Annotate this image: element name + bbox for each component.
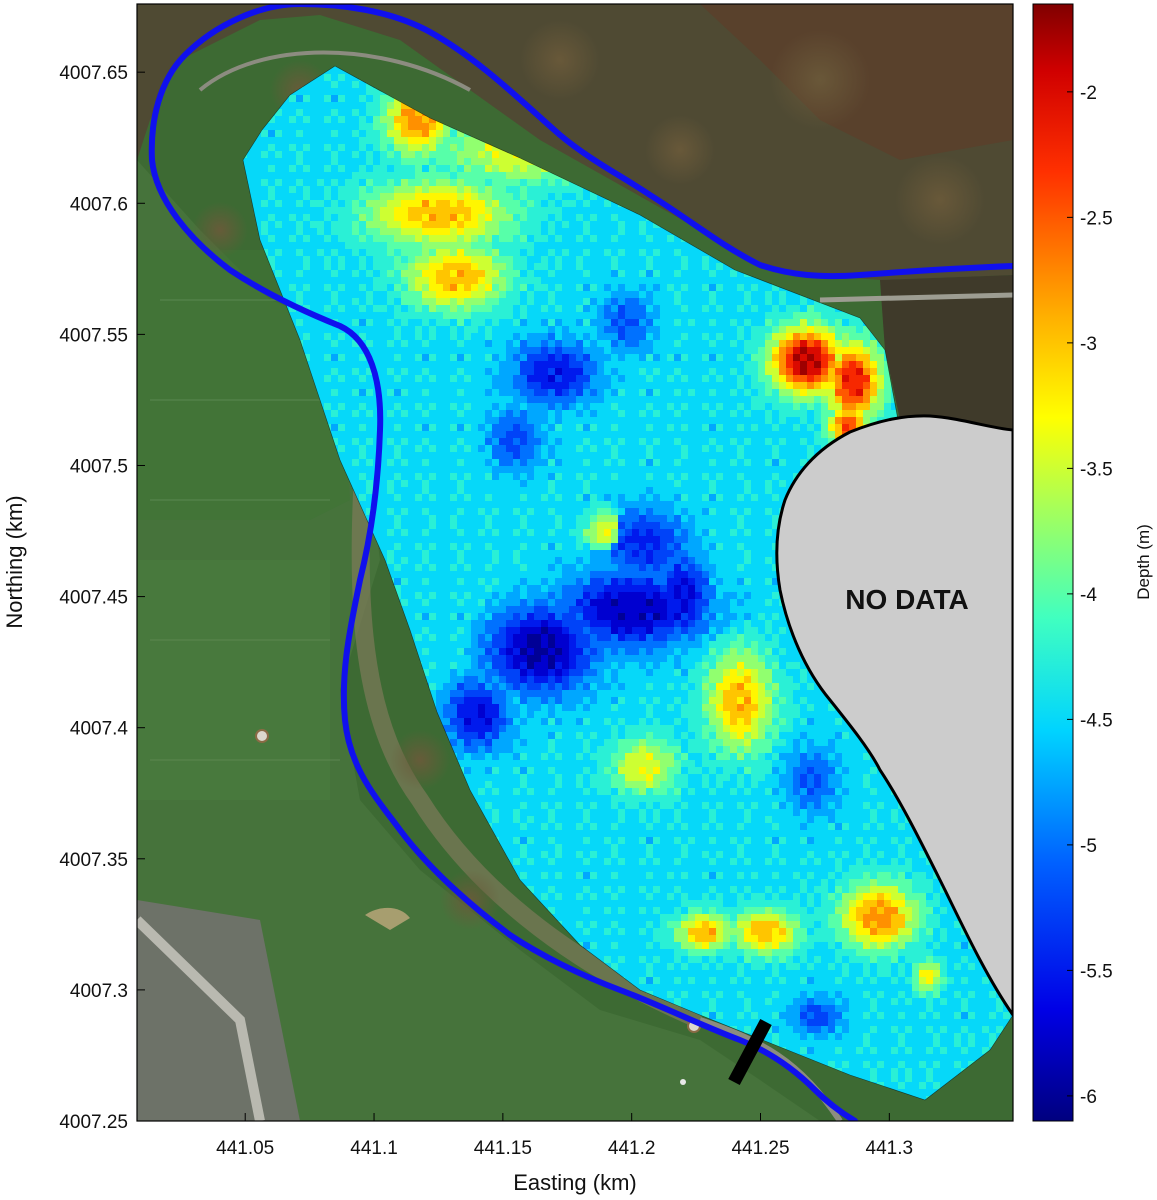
map-plot-frame [136,3,1014,1122]
colorbar-tick-label: -4.5 [1080,710,1113,731]
y-tick-label: 4007.6 [70,194,128,215]
depth-colorbar: -2 -2.5 -3 -3.5 -4 -4.5 -5 -5.5 -6 Depth (m) [1032,3,1153,1122]
river-boundary-line [148,4,1013,1121]
y-tick-label: 4007.55 [59,325,128,346]
x-axis: 441.05 441.1 441.15 441.2 441.25 441.3 [216,1113,913,1159]
survey-boundary-outline [242,65,1013,1101]
no-data-region: NO DATA [775,414,1013,1018]
x-tick-label: 441.3 [866,1138,914,1159]
colorbar-tick-label: -5.5 [1080,961,1113,982]
y-tick-label: 4007.4 [70,719,129,740]
y-tick-label: 4007.35 [59,850,128,871]
dam-structure-marker [728,1018,772,1086]
y-tick-label: 4007.3 [70,981,128,1002]
x-tick-label: 441.15 [474,1138,532,1159]
no-data-label: NO DATA [845,584,968,615]
colorbar-tick-label: -3 [1080,334,1097,355]
y-axis-title: Northing (km) [2,495,27,628]
colorbar-tick-label: -2.5 [1080,208,1113,229]
colorbar-tick-label: -5 [1080,836,1097,857]
y-axis: 4007.25 4007.3 4007.35 4007.4 4007.45 4007.5 4… [59,63,145,1133]
x-tick-label: 441.25 [731,1138,789,1159]
colorbar-gradient [1032,3,1074,1122]
y-tick-label: 4007.65 [59,63,128,84]
y-tick-label: 4007.25 [59,1112,128,1133]
y-tick-label: 4007.5 [70,456,128,477]
colorbar-title: Depth (m) [1134,524,1153,600]
y-tick-label: 4007.45 [59,588,128,609]
x-tick-label: 441.05 [216,1138,274,1159]
colorbar-tick-label: -2 [1080,83,1097,104]
colorbar-tick-label: -3.5 [1080,459,1113,480]
x-axis-title: Easting (km) [513,1170,636,1195]
colorbar-ticks: -2 -2.5 -3 -3.5 -4 -4.5 -5 -5.5 -6 [1067,83,1113,1108]
colorbar-tick-label: -6 [1080,1087,1097,1108]
x-tick-label: 441.2 [608,1138,656,1159]
x-tick-label: 441.1 [350,1138,398,1159]
colorbar-tick-label: -4 [1080,585,1097,606]
